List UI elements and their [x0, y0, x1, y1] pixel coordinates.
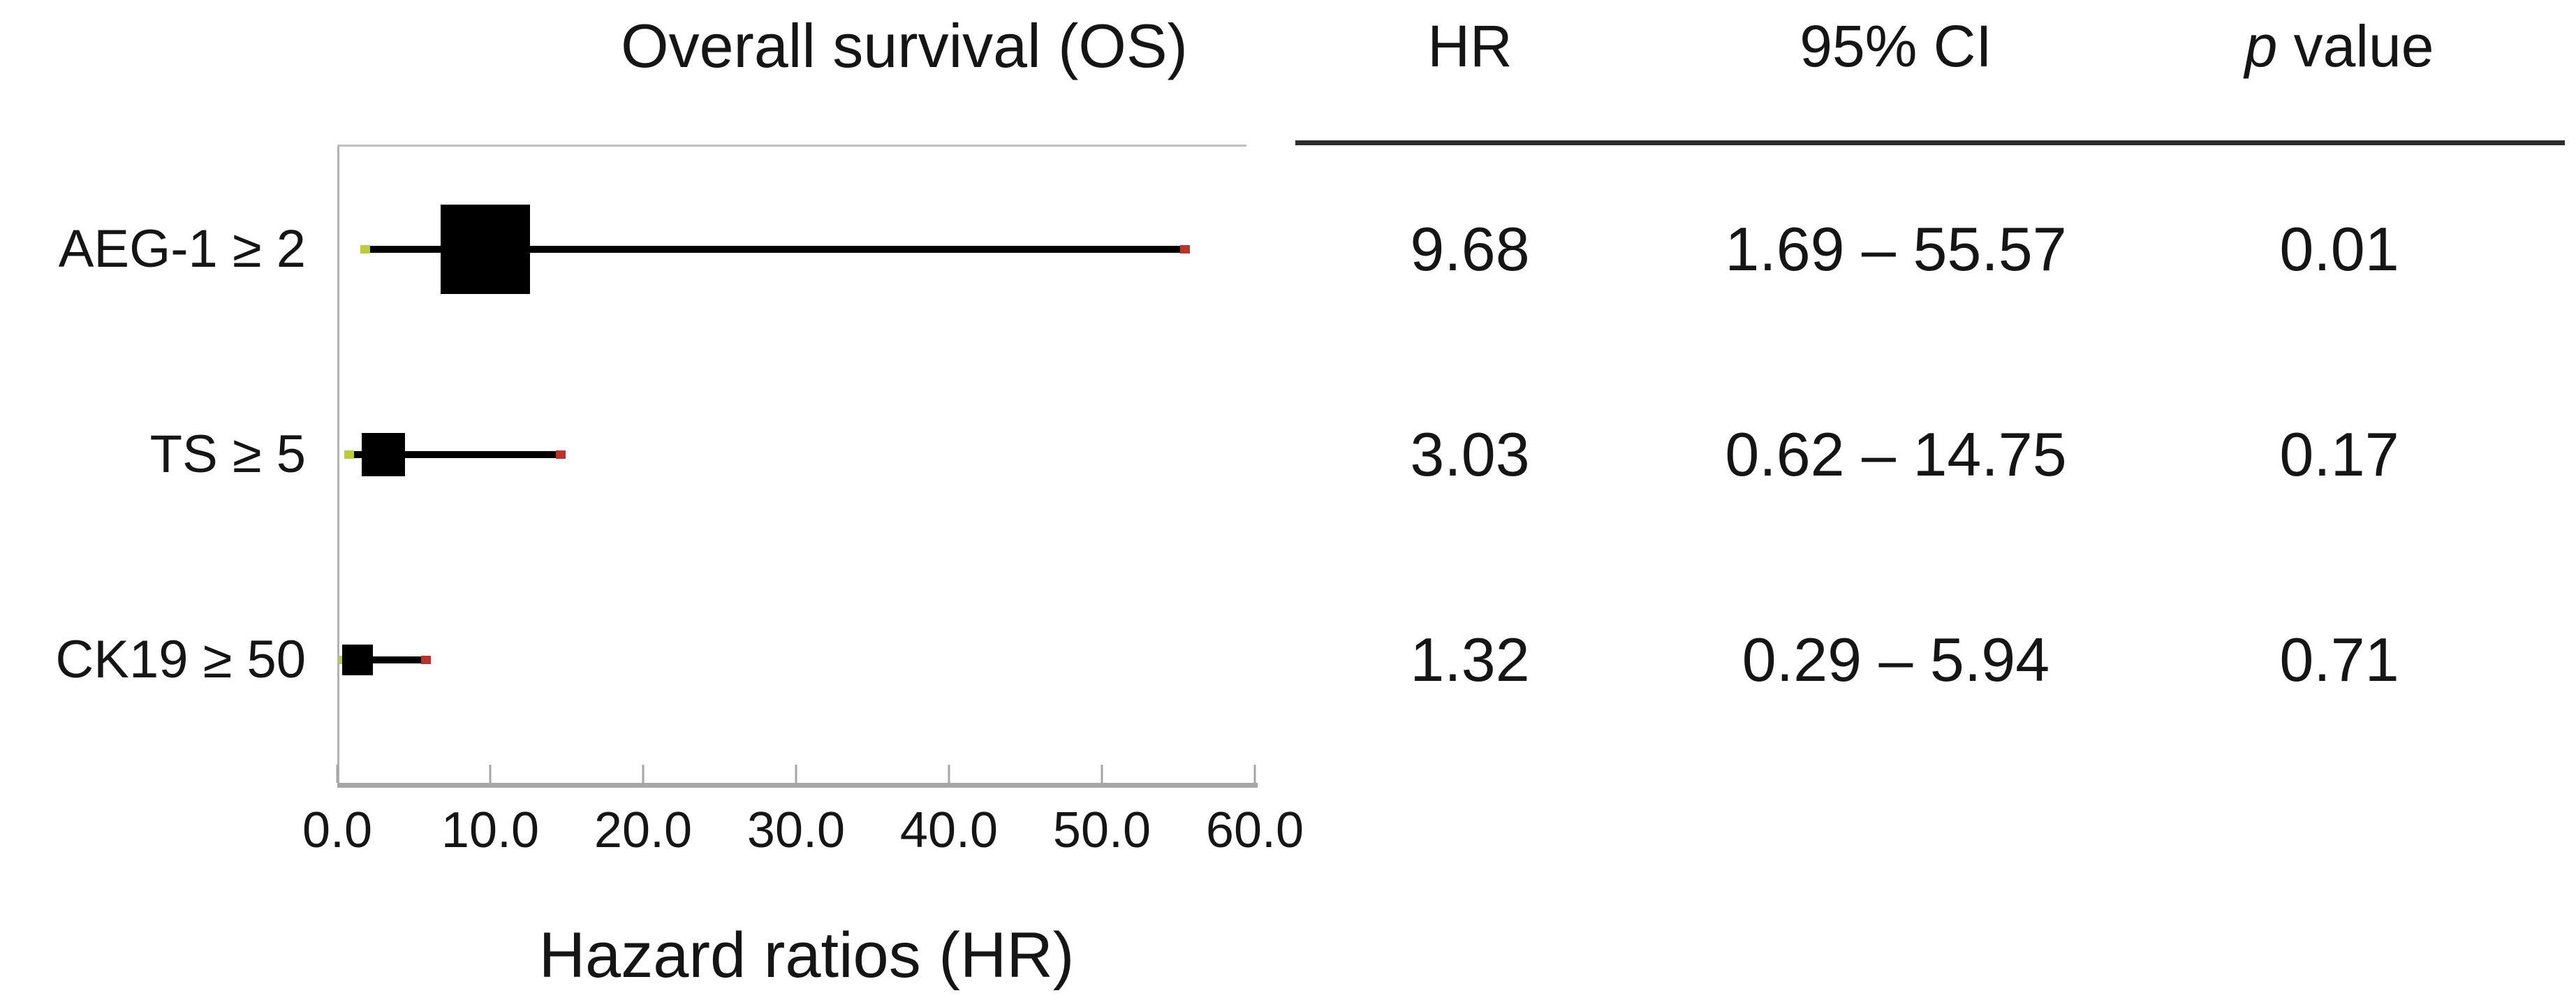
x-axis-tick-mark: [336, 765, 339, 783]
x-axis-tick-mark: [642, 765, 645, 783]
table-cell-value: 0.71: [2279, 625, 2399, 694]
hr-point-marker: [341, 645, 373, 675]
row-label: TS ≥ 5: [149, 425, 306, 484]
ci-whisker: [346, 451, 563, 458]
table-column-header: p value: [2244, 13, 2434, 79]
x-axis-tick-label: 10.0: [441, 802, 540, 858]
ci-lower-tip: [344, 450, 354, 459]
x-axis-tick-label: 30.0: [746, 802, 846, 858]
x-axis-tick-label: 20.0: [594, 802, 693, 858]
ci-upper-tip: [421, 656, 432, 664]
hr-point-marker: [362, 433, 406, 476]
table-cell-value: 1.32: [1410, 625, 1530, 694]
x-axis-tick-mark: [489, 765, 492, 783]
chart-title: Overall survival (OS): [621, 11, 1188, 80]
table-cell-value: 3.03: [1410, 420, 1530, 489]
table-column-header: HR: [1427, 13, 1513, 79]
plot-frame-left-border: [337, 145, 339, 788]
x-axis-tick-mark: [948, 765, 950, 783]
plot-frame-top-border: [337, 145, 1246, 147]
table-cell-value: 9.68: [1410, 214, 1530, 284]
x-axis-title: Hazard ratios (HR): [538, 920, 1075, 991]
hr-point-marker: [440, 205, 530, 294]
table-cell-value: 1.69 – 55.57: [1725, 214, 2067, 284]
x-axis-tick-label: 0.0: [302, 802, 373, 858]
row-label: CK19 ≥ 50: [55, 630, 306, 689]
ci-whisker: [341, 656, 429, 663]
table-cell-value: 0.17: [2279, 420, 2399, 489]
table-cell-value: 0.62 – 14.75: [1725, 420, 2067, 489]
ci-upper-tip: [556, 450, 566, 459]
x-axis-tick-mark: [1253, 765, 1256, 783]
table-cell-value: 0.01: [2279, 214, 2399, 284]
table-column-header: 95% CI: [1799, 13, 1992, 79]
ci-lower-tip: [360, 245, 370, 253]
x-axis-tick-label: 60.0: [1205, 802, 1304, 858]
x-axis-tick-label: 40.0: [899, 802, 999, 858]
row-label: AEG-1 ≥ 2: [58, 219, 306, 279]
x-axis-tick-mark: [1101, 765, 1103, 783]
x-axis-tick-label: 50.0: [1052, 802, 1151, 858]
x-axis-line: [337, 783, 1258, 788]
x-axis-tick-mark: [795, 765, 797, 783]
table-cell-value: 0.29 – 5.94: [1742, 625, 2050, 694]
ci-whisker: [363, 246, 1187, 253]
ci-upper-tip: [1179, 245, 1190, 253]
table-header-rule: [1295, 140, 2565, 145]
